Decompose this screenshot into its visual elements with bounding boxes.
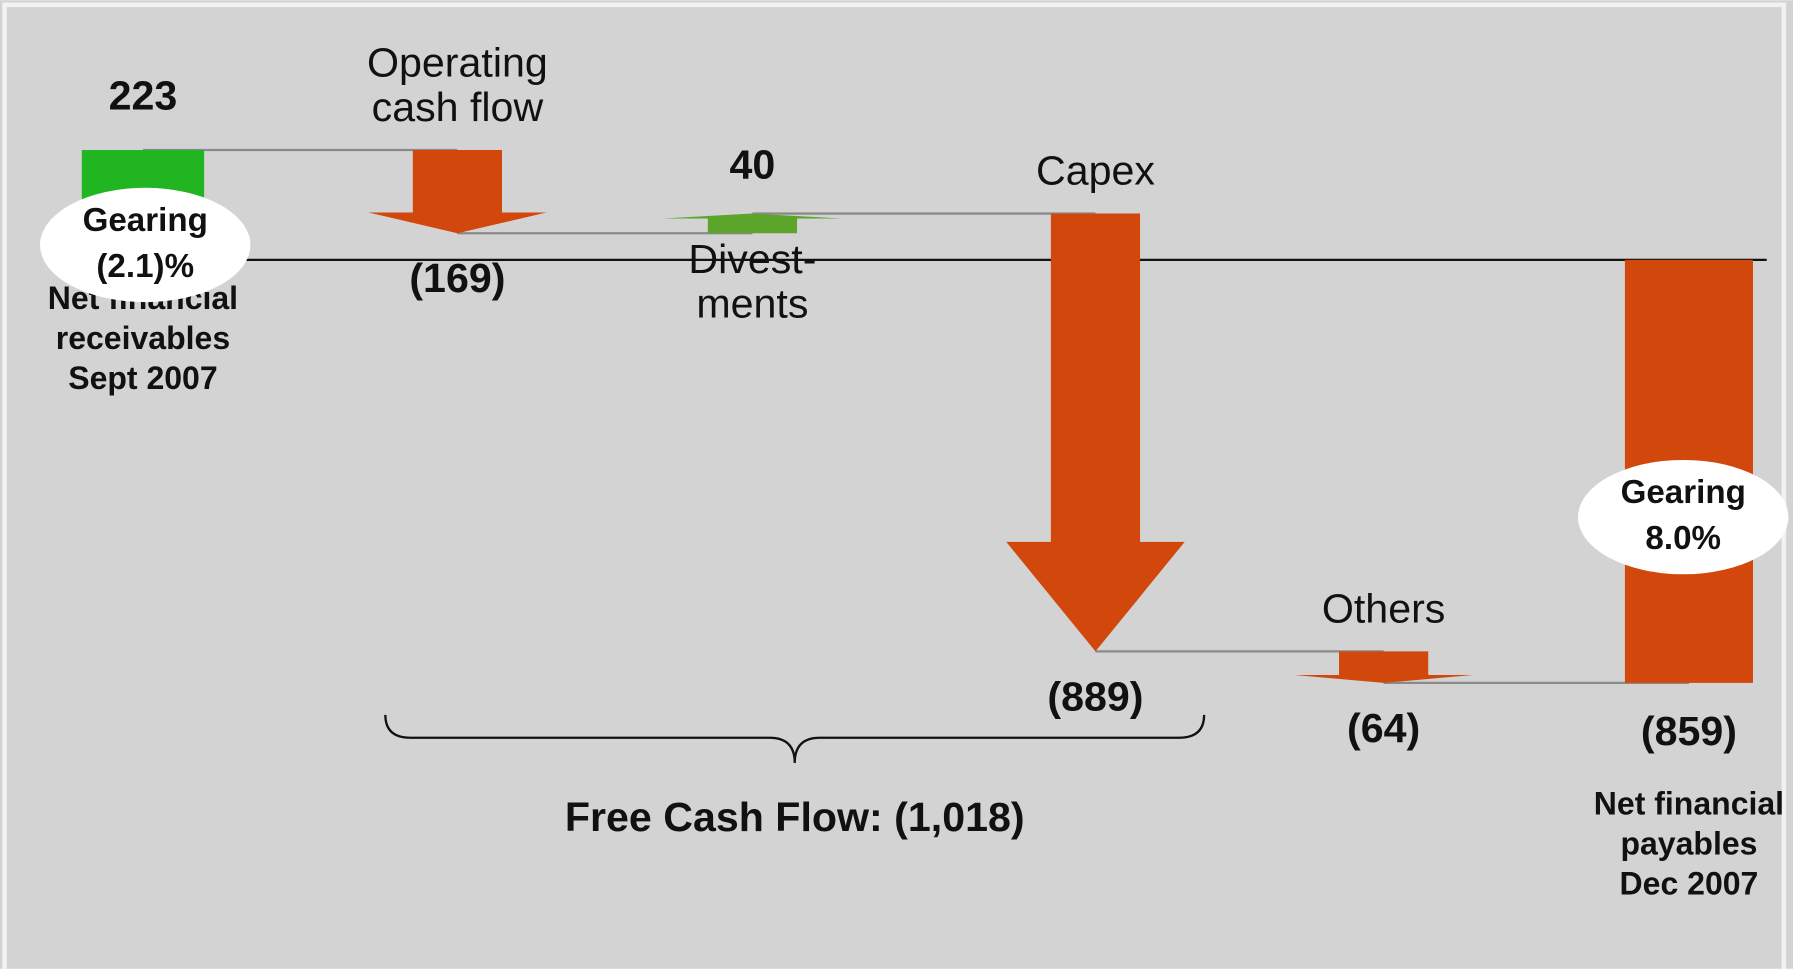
category-label: Others <box>1322 585 1446 631</box>
arrow <box>368 150 547 234</box>
category-label: Capex <box>1036 147 1155 193</box>
annotation-bubble <box>40 187 251 303</box>
category-label-line: payables <box>1620 826 1757 862</box>
arrow <box>663 213 842 234</box>
category-label-line: cash flow <box>372 84 544 130</box>
category-label-line: Others <box>1322 585 1446 631</box>
category-label-line: Sept 2007 <box>68 361 217 397</box>
category-label-line: Divest- <box>688 236 816 282</box>
category-label-line: Operating <box>367 39 548 85</box>
arrow <box>1006 213 1185 652</box>
category-label: Operating cash flow <box>367 39 548 130</box>
annotation: Gearing 8.0% <box>1621 474 1746 557</box>
annotation-line: 8.0% <box>1645 520 1721 557</box>
value-label: 223 <box>109 72 178 118</box>
category-label-line: Net financial <box>1594 786 1784 822</box>
brace <box>384 714 1206 763</box>
annotation-line: (2.1)% <box>96 248 194 285</box>
annotation-line: Gearing <box>83 202 208 239</box>
brace-label: Free Cash Flow: (1,018) <box>565 794 1025 840</box>
category-label: Divest-ments <box>688 236 816 327</box>
annotation: Gearing (2.1)% <box>83 202 208 285</box>
category-label-line: Dec 2007 <box>1620 866 1759 902</box>
category-label-line: Capex <box>1036 147 1155 193</box>
value-label: (64) <box>1347 705 1420 751</box>
category-label-line: ments <box>696 280 808 326</box>
value-label: (169) <box>409 255 505 301</box>
value-label: (859) <box>1641 708 1737 754</box>
annotation-bubble <box>1578 459 1789 575</box>
category-label: Net financial payables Dec 2007 <box>1594 786 1784 902</box>
value-label: 40 <box>730 142 776 188</box>
arrow <box>1294 651 1473 683</box>
value-label: (889) <box>1047 673 1143 719</box>
category-label-line: receivables <box>56 320 230 356</box>
annotation-line: Gearing <box>1621 474 1746 511</box>
